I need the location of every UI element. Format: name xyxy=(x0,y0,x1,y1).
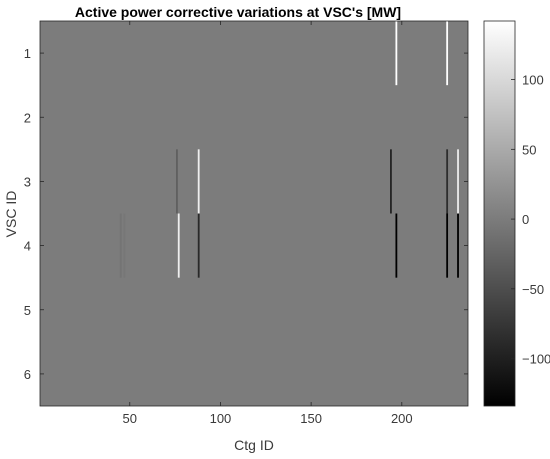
heatmap-cell xyxy=(390,149,392,214)
heatmap-cell xyxy=(197,149,200,214)
colorbar-tick-label: 0 xyxy=(522,212,529,227)
colorbar-tick-label: 50 xyxy=(522,142,536,157)
heatmap-cell xyxy=(446,213,449,278)
heatmap-cell xyxy=(176,149,178,214)
heatmap-cell xyxy=(446,149,449,214)
colorbar-gradient xyxy=(483,20,516,407)
x-tick-label: 150 xyxy=(300,411,322,426)
colorbar-tick-label: −50 xyxy=(522,282,544,297)
heatmap-cell xyxy=(123,213,126,278)
y-tick-label: 2 xyxy=(24,110,31,125)
heatmap-background xyxy=(40,21,468,406)
heatmap-cell xyxy=(457,213,459,278)
y-axis-label: VSC ID xyxy=(3,191,19,238)
x-tick-label: 50 xyxy=(123,411,137,426)
heatmap-cell xyxy=(395,213,398,278)
y-tick-label: 3 xyxy=(24,174,31,189)
heatmap-cell xyxy=(457,149,459,214)
colorbar-tick-label: −100 xyxy=(522,352,550,367)
chart-title: Active power corrective variations at VS… xyxy=(75,4,401,20)
heatmap-cell xyxy=(395,21,398,86)
y-axis-ticks: 1 2 3 4 5 6 xyxy=(24,46,468,382)
heatmap-cell xyxy=(197,213,200,278)
heatmap-cell xyxy=(177,213,180,278)
heatmap-cell xyxy=(446,21,449,86)
y-tick-label: 4 xyxy=(24,239,31,254)
y-tick-label: 5 xyxy=(24,303,31,318)
heatmap-cell xyxy=(119,213,122,278)
colorbar-tick-label: 100 xyxy=(522,73,544,88)
y-tick-label: 6 xyxy=(24,367,31,382)
x-tick-label: 200 xyxy=(391,411,413,426)
y-tick-label: 1 xyxy=(24,46,31,61)
x-axis-label: Ctg ID xyxy=(234,437,274,453)
x-tick-label: 100 xyxy=(210,411,232,426)
colorbar: −100 −50 0 50 100 xyxy=(483,20,550,407)
x-axis-ticks: 50 100 150 200 xyxy=(123,21,413,426)
plot-frame xyxy=(39,20,469,407)
heatmap-plot-area xyxy=(39,20,469,407)
